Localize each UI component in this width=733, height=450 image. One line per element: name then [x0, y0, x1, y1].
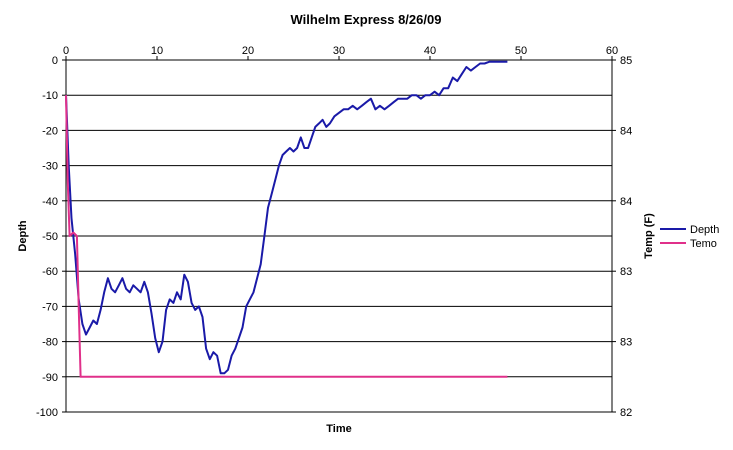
- x-tick-label: 20: [242, 45, 254, 57]
- y-tick-label: -10: [42, 90, 58, 102]
- legend: Depth Temo: [660, 224, 719, 250]
- x-axis-ticks: 0 10 20 30 40 50 60: [63, 45, 618, 60]
- y-tick-label: -70: [42, 301, 58, 313]
- y-tick-label: -20: [42, 125, 58, 137]
- y2-tick-label: 83: [620, 337, 632, 349]
- legend-label-temo: Temo: [690, 238, 717, 250]
- series-line-temo: [65, 95, 508, 378]
- chart-title: Wilhelm Express 8/26/09: [291, 12, 442, 27]
- y-tick-label: -30: [42, 161, 58, 173]
- y-tick-label: -50: [42, 231, 58, 243]
- y-tick-label: -60: [42, 266, 58, 278]
- y2-tick-label: 84: [620, 196, 632, 208]
- y2-tick-label: 82: [620, 407, 632, 419]
- grid-lines: [66, 59, 612, 378]
- x-tick-label: 0: [63, 45, 69, 57]
- series-lines: [65, 60, 508, 378]
- y2-tick-label: 83: [620, 266, 632, 278]
- y-tick-label: -40: [42, 196, 58, 208]
- y-tick-label: -90: [42, 372, 58, 384]
- y-tick-label: -100: [36, 407, 58, 419]
- y2-tick-label: 85: [620, 55, 632, 67]
- x-tick-label: 10: [151, 45, 163, 57]
- y-axis-label: Depth: [17, 220, 29, 251]
- y-axis-ticks: 0 -10 -20 -30 -40 -50 -60 -70 -80 -90 -100: [36, 55, 66, 419]
- y-tick-label: 0: [52, 55, 58, 67]
- y2-axis-label: Temp (F): [643, 213, 655, 259]
- x-tick-label: 60: [606, 45, 618, 57]
- y-tick-label: -80: [42, 337, 58, 349]
- x-axis-label: Time: [326, 423, 351, 435]
- y2-tick-label: 84: [620, 125, 632, 137]
- legend-label-depth: Depth: [690, 224, 719, 236]
- series-line-depth: [65, 60, 508, 375]
- y2-axis-ticks: 85 84 84 83 83 82: [612, 55, 632, 419]
- x-tick-label: 30: [333, 45, 345, 57]
- x-tick-label: 50: [515, 45, 527, 57]
- x-tick-label: 40: [424, 45, 436, 57]
